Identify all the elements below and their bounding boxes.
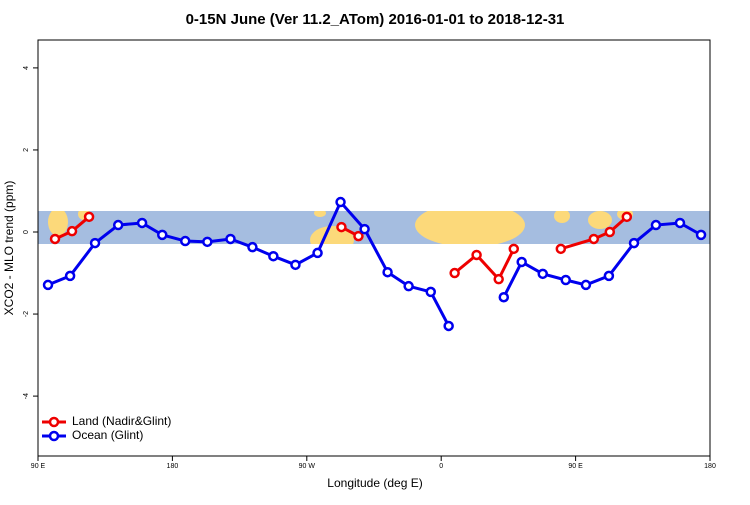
point [225,233,236,245]
point [555,243,567,255]
x-tick-label: 90 E [568,463,583,470]
point [403,280,414,292]
point [247,241,258,253]
point [628,237,640,249]
point [112,219,124,231]
point [156,229,168,241]
point [650,219,662,231]
y-tick-label: -2 [23,311,30,317]
point [493,273,504,285]
x-tick-label: 90 E [31,463,46,470]
y-axis-label: XCO2 - MLO trend (ppm) [2,181,16,316]
point [64,270,76,282]
point [49,233,61,245]
point [290,259,301,271]
point [580,279,592,291]
legend-marker [48,416,60,428]
y-tick-label: 0 [23,230,30,234]
legend-marker [48,430,60,442]
point [695,229,707,241]
point [498,291,510,303]
point [443,320,454,332]
point [425,286,436,298]
point [136,217,148,229]
plot-frame [37,39,711,457]
point [353,230,364,242]
point [312,247,323,259]
map-band [38,211,710,244]
point [516,256,527,268]
point [560,274,571,286]
x-tick-label: 90 W [299,463,316,470]
point [621,211,633,223]
x-tick-label: 180 [167,463,179,470]
legend-label: Ocean (Glint) [72,428,143,442]
x-tick-label: 180 [704,463,716,470]
point [359,223,370,235]
point [83,211,95,223]
x-axis-label: Longitude (deg E) [327,476,422,490]
point [66,225,78,237]
point [202,236,213,248]
point [336,221,347,233]
point [588,233,600,245]
y-tick-label: -4 [23,393,30,399]
point [604,226,616,238]
point [603,270,615,282]
point [179,235,191,247]
point [537,268,548,280]
legend-label: Land (Nadir&Glint) [72,414,171,428]
point [382,266,393,278]
point [335,196,346,208]
point [674,217,686,229]
point [508,243,520,255]
x-tick-label: 0 [439,463,443,470]
y-tick-label: 2 [23,148,30,152]
point [89,237,101,249]
point [42,279,54,291]
point [449,267,460,279]
chart-title: 0-15N June (Ver 11.2_ATom) 2016-01-01 to… [186,11,565,28]
y-tick-label: 4 [23,66,30,70]
point [471,249,482,261]
point [268,250,279,262]
